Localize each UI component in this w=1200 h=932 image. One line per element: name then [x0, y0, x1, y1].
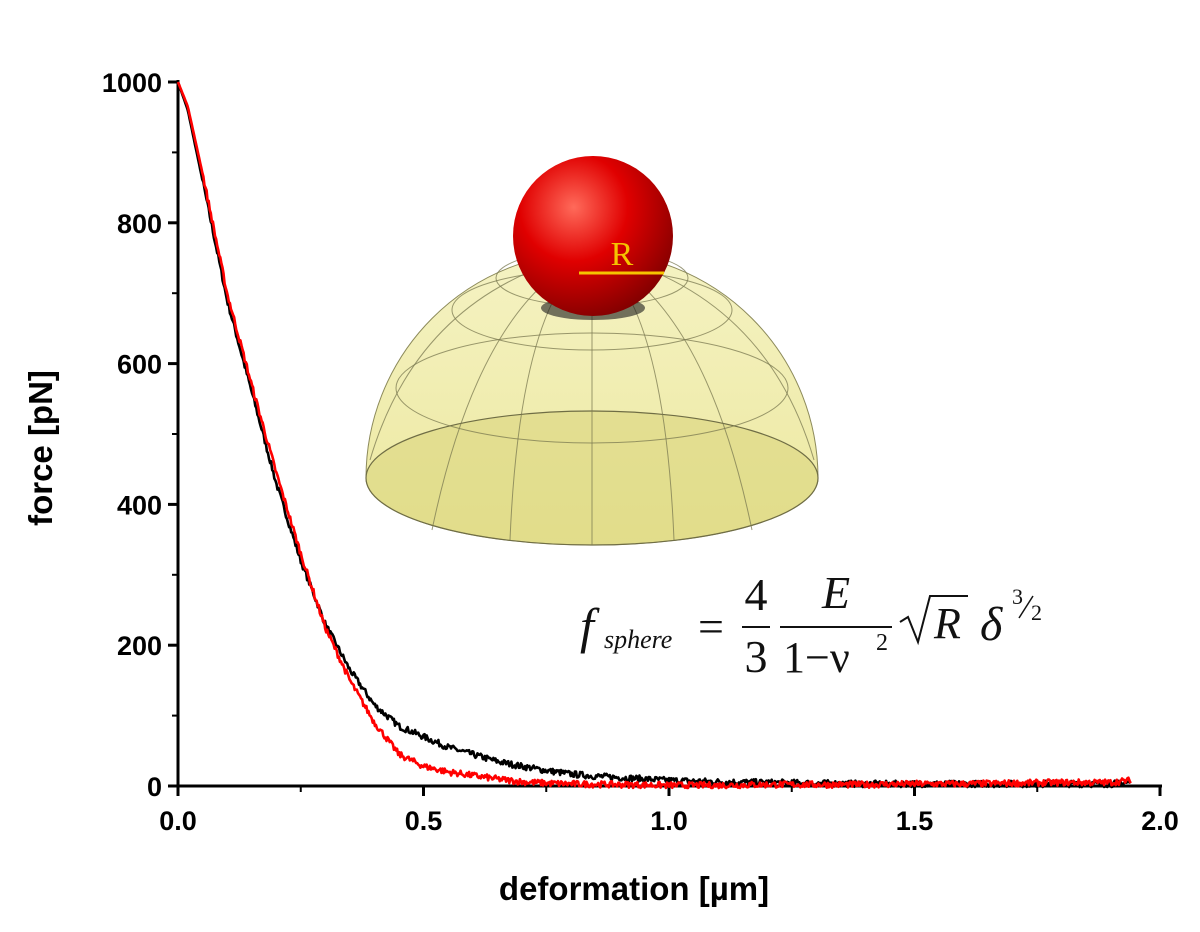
- eq-delta: δ: [980, 598, 1003, 651]
- x-tick-label: 0.5: [405, 806, 443, 836]
- x-tick-label: 2.0: [1141, 806, 1179, 836]
- eq-den-exp-2: 2: [876, 630, 888, 656]
- eq-exp-num: 3: [1012, 584, 1023, 609]
- x-tick-label: 1.0: [650, 806, 688, 836]
- y-tick-label: 1000: [102, 68, 162, 98]
- eq-exp-den: 2: [1031, 600, 1042, 625]
- eq-sqrt-sign: [899, 595, 968, 646]
- cell-dome-illustration: R: [365, 156, 819, 546]
- eq-equals: =: [698, 601, 724, 652]
- y-tick-label: 0: [147, 772, 162, 802]
- x-axis-title: deformation [µm]: [499, 870, 769, 907]
- hertz-equation: f sphere = 4 3 E 1−ν 2 R δ 3 2: [580, 567, 1042, 682]
- x-tick-label: 0.0: [159, 806, 197, 836]
- y-axis-ticks: 0 200 400 600 800 1000: [102, 68, 178, 802]
- x-axis-ticks: 0.0 0.5 1.0 1.5 2.0: [159, 786, 1179, 836]
- y-tick-label: 200: [117, 631, 162, 661]
- eq-num-4: 4: [745, 569, 768, 620]
- series-red-line: [176, 81, 1132, 790]
- eq-f: f: [580, 598, 600, 654]
- y-axis-title: force [pN]: [22, 370, 59, 526]
- eq-subscript: sphere: [604, 625, 672, 654]
- eq-den-3: 3: [745, 631, 768, 682]
- y-tick-label: 600: [117, 350, 162, 380]
- eq-exp-slash: [1018, 595, 1034, 619]
- eq-den-1-nu: 1−ν: [783, 633, 850, 682]
- y-tick-label: 800: [117, 209, 162, 239]
- red-sphere: [513, 156, 673, 316]
- eq-sqrt-arg: R: [933, 599, 961, 648]
- x-tick-label: 1.5: [896, 806, 934, 836]
- radius-label: R: [611, 236, 634, 273]
- y-tick-label: 400: [117, 490, 162, 520]
- data-series: [176, 81, 1132, 790]
- eq-num-E: E: [821, 567, 850, 618]
